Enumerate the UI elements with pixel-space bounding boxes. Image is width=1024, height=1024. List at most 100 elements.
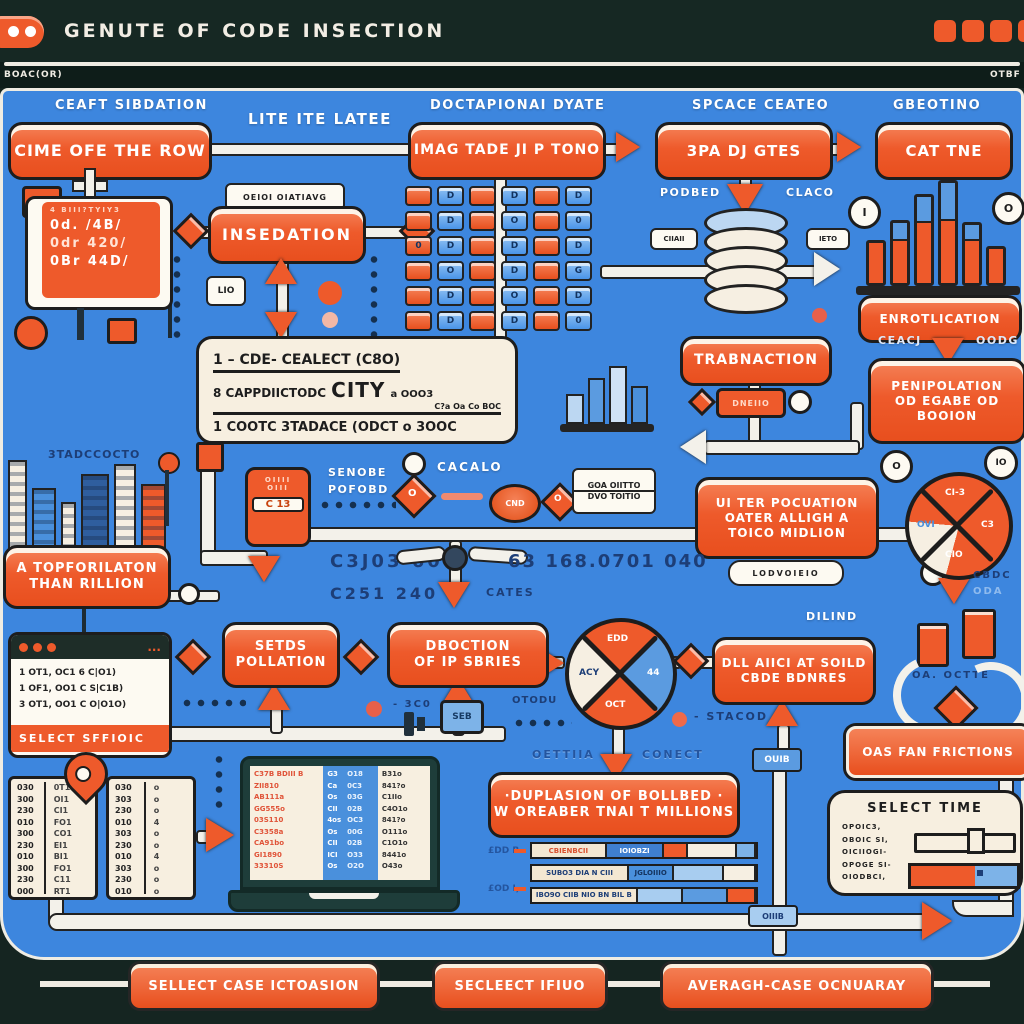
slider-outline[interactable] — [914, 828, 1016, 854]
mini-bar — [566, 394, 584, 424]
connector — [48, 913, 932, 931]
chart-baseline — [856, 286, 1020, 295]
arrow-icon — [616, 132, 640, 162]
flow-label: OETTIIA — [532, 748, 595, 761]
select-time-panel: SELECT TIME OPOIC3, OBOIC SI, OICIIOGI- … — [827, 790, 1023, 896]
matrix-cell — [533, 186, 560, 206]
dash — [514, 887, 526, 891]
connector — [206, 143, 412, 156]
flow-node: ENROTLICATION — [858, 295, 1022, 343]
pie-slice-label: OVI — [917, 520, 935, 530]
sql-subtext: C?a Oa Co BOC — [434, 402, 501, 411]
browser-dot-icon[interactable] — [19, 642, 28, 652]
matrix-cell: D — [501, 186, 528, 206]
stacked-bar-row: SUBO3 DIA N CIII JGLOIIIO — [530, 864, 758, 882]
pocu-pill: LODVOIEIO — [728, 560, 844, 586]
arrow-icon — [922, 902, 952, 940]
bar-row-label: £OD I, — [488, 884, 520, 894]
pie-slice-label: ACY — [579, 668, 600, 678]
matrix-cell — [533, 261, 560, 281]
flow-node-label: INSEDATION — [221, 225, 353, 244]
ouib-tag: OIIIB — [748, 905, 798, 927]
matrix-cell: D — [501, 236, 528, 256]
callout-label: I — [862, 206, 867, 219]
bar-segment: IBO9O CIIB NIO BN BIL B — [532, 888, 638, 902]
matrix-cell: O — [501, 286, 528, 306]
panel-options: OPOIC3, OBOIC SI, OICIIOGI- OPOGE SI- OI… — [842, 823, 892, 882]
window-title: GENUTE OF CODE INSECTION — [64, 20, 446, 42]
laptop-subcolumn: G3 Ca Os CII 4os Os CII ICI Os — [327, 770, 342, 871]
bar-segment — [637, 888, 683, 902]
slider-filled[interactable] — [908, 863, 1020, 889]
arrow-icon — [265, 258, 297, 284]
callout-label: IO — [995, 458, 1007, 468]
squiggle-node — [442, 545, 468, 571]
browser-footer: SELECT SFFIOIC — [11, 725, 169, 752]
browser-dot-icon[interactable] — [33, 642, 42, 652]
orange-rect — [917, 623, 949, 667]
arrow-icon — [938, 578, 970, 604]
flow-node: CAT TNE — [875, 122, 1013, 180]
flow-label: DOCTAPIONAI DYATE — [430, 98, 606, 113]
tag-label: CIIAII — [663, 235, 685, 243]
browser-row: 3 OT1, OO1 C O|O1O) — [19, 700, 127, 711]
footer-button[interactable]: SELLECT CASE ICTOASION — [128, 961, 380, 1011]
pale-dot — [322, 312, 338, 328]
window-buttons[interactable] — [934, 20, 1024, 42]
browser-menu[interactable]: ... — [147, 640, 161, 654]
red-dot — [812, 308, 827, 323]
pie-chart: CI-3 C3 CIO OVI — [905, 472, 1013, 580]
hist-bar — [914, 194, 934, 286]
diamond-label: O — [554, 494, 562, 504]
connector — [704, 440, 860, 455]
flow-node-label: OAS FAN FRICTIONS — [862, 745, 1014, 759]
dotted-line — [172, 252, 182, 342]
orange-dot — [318, 281, 342, 305]
matrix-cell: D — [565, 186, 592, 206]
table-column: 030 303 230 010 303 230 010 303 230 010 — [115, 783, 132, 896]
laptop-column-blue: G3 Ca Os CII 4os Os CII ICI Os O18 0C3 0… — [323, 766, 378, 880]
matrix-cell — [469, 311, 496, 331]
table-column: 0T1 OI1 CI1 FO1 CO1 EI1 BI1 FO1 C11 RT1 — [43, 782, 72, 896]
flow-node-label: ENROTLICATION — [879, 311, 1001, 326]
flow-node-label: TOICO MIDLION — [728, 525, 846, 540]
flow-node: PENIPOLATION OD EGABE OD BOOION — [868, 358, 1024, 444]
bar-segment — [736, 844, 756, 858]
db-disk — [704, 284, 788, 314]
tag-label: DNEIIO — [732, 398, 770, 408]
flow-node: UI TER POCUATION OATER ALLIGH A TOICO MI… — [695, 477, 879, 559]
code-line: 0Br 44D/ — [50, 254, 130, 269]
pie-slice-label: C3 — [981, 520, 994, 530]
flow-label: CACALO — [437, 460, 503, 474]
footer-button[interactable]: SECLEECT IFIUO — [432, 961, 608, 1011]
db-tag: CIIAII — [650, 228, 698, 250]
database-icon — [704, 208, 788, 314]
arrow-icon — [814, 252, 840, 286]
browser-row: 1 OT1, OC1 6 C|O1) — [19, 668, 116, 678]
matrix-cell — [405, 211, 432, 231]
title-bar — [0, 0, 1024, 62]
slider-tick — [976, 870, 983, 876]
window-dot-icon[interactable] — [25, 26, 36, 37]
footer-button[interactable]: AVERAGH-CASE OCNUARAY — [660, 961, 934, 1011]
button-label: SECLEECT IFIUO — [454, 978, 586, 994]
hist-bar — [890, 220, 910, 286]
flow-label: OA. OCTTE — [912, 670, 990, 681]
orange-dot — [158, 452, 180, 474]
pipe-node — [788, 390, 812, 414]
status-left: BOAC(OR) — [4, 70, 63, 80]
tag-label: OIIIB — [762, 911, 784, 921]
pie-slice-label: OCT — [605, 700, 626, 710]
hist-bar-cap — [941, 183, 955, 221]
slider-handle[interactable] — [966, 828, 985, 854]
traffic-light-pill[interactable] — [0, 16, 44, 48]
window-dot-icon[interactable] — [8, 26, 19, 37]
pie-slice-label: EDD — [607, 634, 629, 644]
double-tag: GOA OIITTO DVO TOITIO — [572, 468, 656, 514]
orange-square — [196, 442, 224, 472]
browser-dot-icon[interactable] — [47, 642, 56, 652]
flow-node-label: OF IP SBRIES — [414, 655, 522, 670]
flow-node: IMAG TADE JI P TONO — [408, 122, 606, 180]
orange-dot — [14, 316, 48, 350]
